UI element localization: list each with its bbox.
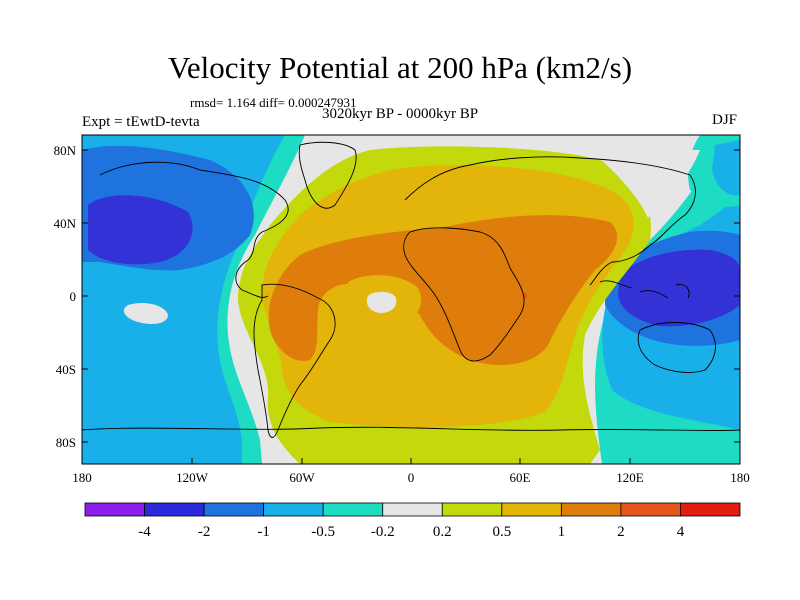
colorbar-box bbox=[441, 502, 503, 517]
coast-greenland bbox=[298, 141, 357, 209]
colorbar-box bbox=[203, 502, 265, 517]
coast-africa bbox=[403, 227, 525, 362]
lon-label-60w: 60W bbox=[289, 470, 315, 485]
coastlines bbox=[82, 141, 740, 438]
field-neg-east-strong bbox=[618, 249, 740, 327]
lat-label-80s: 80S bbox=[56, 435, 76, 450]
season-label: DJF bbox=[712, 112, 738, 128]
colorbar bbox=[84, 502, 741, 517]
colorbar-label: -1 bbox=[257, 524, 270, 540]
colorbar-box bbox=[501, 502, 562, 517]
contour-field bbox=[82, 135, 740, 464]
stats-text: rmsd= 1.164 diff= 0.000247931 bbox=[190, 95, 357, 110]
lat-label-80n: 80N bbox=[54, 143, 77, 158]
colorbar-label: -2 bbox=[198, 524, 211, 540]
colorbar-box bbox=[263, 502, 324, 517]
coast-australia bbox=[637, 322, 716, 373]
lon-label-180w: 180 bbox=[72, 470, 92, 485]
lon-label-0: 0 bbox=[408, 470, 415, 485]
field-near-zero-inner bbox=[366, 291, 397, 313]
colorbar-box bbox=[84, 502, 145, 517]
field-neg-west-strong bbox=[88, 195, 193, 265]
lon-label-180e: 180 bbox=[730, 470, 750, 485]
coast-maritime-continent bbox=[599, 280, 690, 299]
lat-label-40n: 40N bbox=[54, 216, 77, 231]
colorbar-box bbox=[382, 502, 443, 517]
field-pos bbox=[268, 215, 618, 365]
chart-title: Velocity Potential at 200 hPa (km2/s) bbox=[167, 50, 633, 85]
colorbar-box bbox=[144, 502, 205, 517]
colorbar-box bbox=[680, 502, 741, 517]
coast-south-america bbox=[253, 283, 336, 438]
lon-label-120w: 120W bbox=[176, 470, 209, 485]
lat-tick-marks bbox=[82, 149, 740, 443]
colorbar-label: 2 bbox=[617, 524, 625, 540]
colorbar-label: -4 bbox=[138, 524, 151, 540]
lon-label-120e: 120E bbox=[616, 470, 644, 485]
lat-label-40s: 40S bbox=[56, 362, 76, 377]
field-neutral-tongue bbox=[590, 150, 700, 218]
colorbar-labels: -4 -2 -1 -0.5 -0.2 0.2 0.5 1 2 4 bbox=[138, 524, 684, 540]
lon-tick-marks bbox=[81, 458, 741, 464]
field-near-zero-blob bbox=[123, 303, 168, 324]
colorbar-box bbox=[322, 502, 384, 517]
coast-north-america bbox=[99, 161, 289, 298]
coast-europe-asia bbox=[404, 156, 696, 286]
lat-tick-labels: 80N 40N 0 40S 80S bbox=[54, 143, 77, 450]
colorbar-box bbox=[560, 502, 622, 517]
colorbar-label: 0.5 bbox=[492, 524, 511, 540]
field-neg-arctic-east-moderate bbox=[712, 140, 740, 196]
lon-tick-labels: 180 120W 60W 0 60E 120E 180 bbox=[72, 470, 750, 485]
lat-label-eq: 0 bbox=[70, 289, 77, 304]
colorbar-label: 4 bbox=[677, 524, 685, 540]
period-label: 3020kyr BP - 0000kyr BP bbox=[322, 106, 479, 122]
colorbar-label: 0.2 bbox=[433, 524, 452, 540]
lon-label-60e: 60E bbox=[510, 470, 531, 485]
colorbar-label: -0.2 bbox=[371, 524, 395, 540]
experiment-label: Expt = tEwtD-tevta bbox=[82, 114, 200, 130]
colorbar-label: -0.5 bbox=[311, 524, 335, 540]
colorbar-label: 1 bbox=[558, 524, 566, 540]
coast-antarctica bbox=[82, 426, 740, 432]
colorbar-box bbox=[620, 502, 681, 517]
